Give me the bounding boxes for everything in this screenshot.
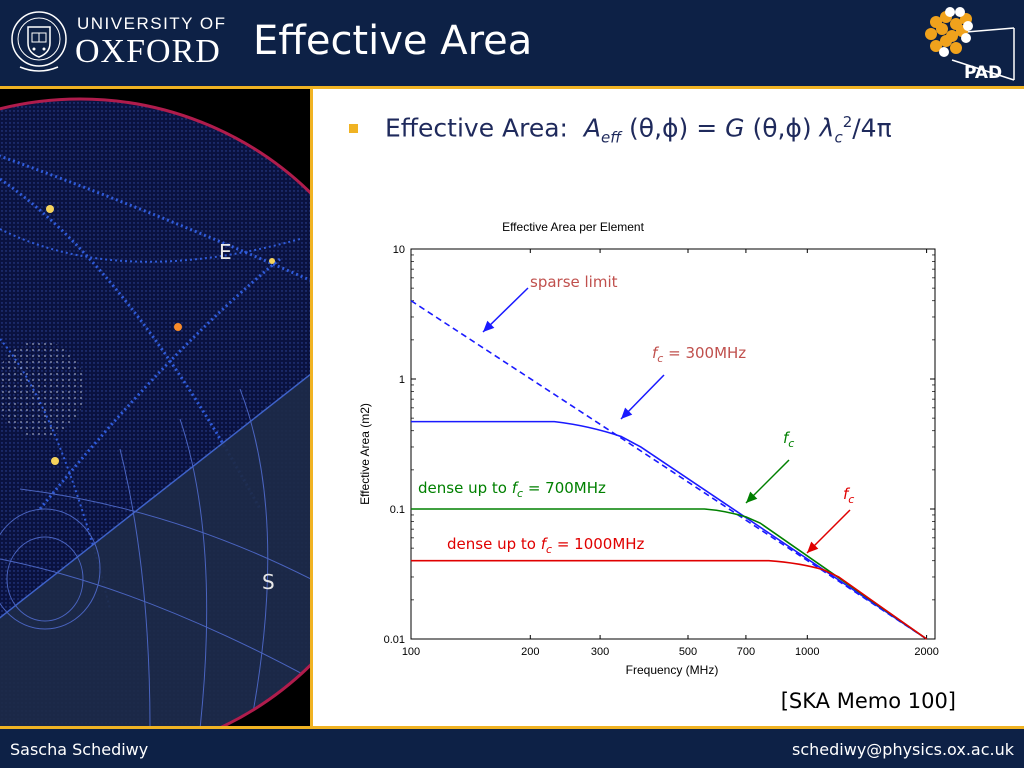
footer-rule xyxy=(0,726,1024,729)
y-tick-label: 1 xyxy=(399,374,405,386)
formula-tail: /4π xyxy=(852,113,892,143)
annotation-fc-red: fc xyxy=(843,485,854,506)
slide-footer: Sascha Schediwy schediwy@physics.ox.ac.u… xyxy=(0,729,1024,768)
annotation-dense-700: dense up to fc = 700MHz xyxy=(418,479,606,500)
x-tick-label: 500 xyxy=(679,646,697,658)
arrow-sparse-limit-head xyxy=(483,320,495,332)
series-line-3 xyxy=(411,559,928,640)
pad-logo-icon: PAD xyxy=(925,7,1015,82)
university-name: UNIVERSITY OF xyxy=(77,14,227,33)
header-rule xyxy=(0,86,1024,89)
y-axis-label: Effective Area (m2) xyxy=(358,403,372,505)
bullet-square-icon xyxy=(349,124,358,133)
formula-lambda: λ xyxy=(819,113,835,143)
sky-label-e: E xyxy=(219,240,232,264)
formula-prefix: Effective Area: xyxy=(385,113,568,143)
plot-frame xyxy=(410,248,936,640)
arrow-fc-700-head xyxy=(746,491,758,503)
x-tick-label: 300 xyxy=(591,646,609,658)
x-tick-label: 700 xyxy=(737,646,755,658)
arrow-fc-300-head xyxy=(621,407,633,419)
content-area: Effective Area: Aeff (θ,ϕ) = G (θ,ϕ) λc2… xyxy=(313,89,1024,726)
effective-area-formula: Effective Area: Aeff (θ,ϕ) = G (θ,ϕ) λc2… xyxy=(385,113,892,146)
reference-citation: [SKA Memo 100] xyxy=(780,689,956,713)
effective-area-chart: Effective Area per Element Frequency (MHz… xyxy=(358,220,939,677)
formula-g: G xyxy=(725,113,745,143)
formula-square: 2 xyxy=(842,113,853,131)
annotation-fc-300: fc = 300MHz xyxy=(652,344,746,365)
sky-map-panel: E S xyxy=(0,89,310,726)
series-line-1 xyxy=(411,420,928,640)
sky-label-s: S xyxy=(262,570,275,594)
slide-header: UNIVERSITY OF OXFORD Effective Area PAD xyxy=(0,0,1024,86)
x-tick-label: 2000 xyxy=(914,646,938,658)
x-tick-label: 1000 xyxy=(795,646,819,658)
sky-map-image: E S xyxy=(0,89,310,726)
pad-logo-text: PAD xyxy=(964,63,1002,82)
formula-angles-1: (θ,ϕ) = xyxy=(629,113,718,143)
y-tick-label: 0.01 xyxy=(384,634,405,646)
series-line-2 xyxy=(411,508,928,640)
footer-author: Sascha Schediwy xyxy=(10,740,149,759)
left-panel-rule xyxy=(310,89,313,726)
x-tick-label: 100 xyxy=(402,646,420,658)
formula-angles-2: (θ,ϕ) xyxy=(752,113,812,143)
annotation-sparse-limit: sparse limit xyxy=(530,273,618,291)
y-tick-label: 10 xyxy=(393,244,405,256)
chart-title: Effective Area per Element xyxy=(502,220,645,234)
chart-plot-layer: Effective Area per Element Frequency (MHz… xyxy=(358,220,939,677)
footer-email: schediwy@physics.ox.ac.uk xyxy=(792,740,1014,759)
university-oxford: OXFORD xyxy=(75,33,221,70)
formula-eff: eff xyxy=(601,128,622,147)
formula-c: c xyxy=(834,128,843,147)
oxford-crest-icon xyxy=(11,11,67,72)
annotation-dense-1000: dense up to fc = 1000MHz xyxy=(447,535,645,556)
annotation-fc-green: fc xyxy=(783,429,794,450)
series-line-0 xyxy=(410,300,928,640)
formula-a: A xyxy=(583,113,601,143)
slide-title: Effective Area xyxy=(253,18,533,64)
x-axis-label: Frequency (MHz) xyxy=(626,663,719,677)
arrow-fc-1000-head xyxy=(807,541,819,553)
y-tick-label: 0.1 xyxy=(390,504,405,516)
x-tick-label: 200 xyxy=(521,646,539,658)
